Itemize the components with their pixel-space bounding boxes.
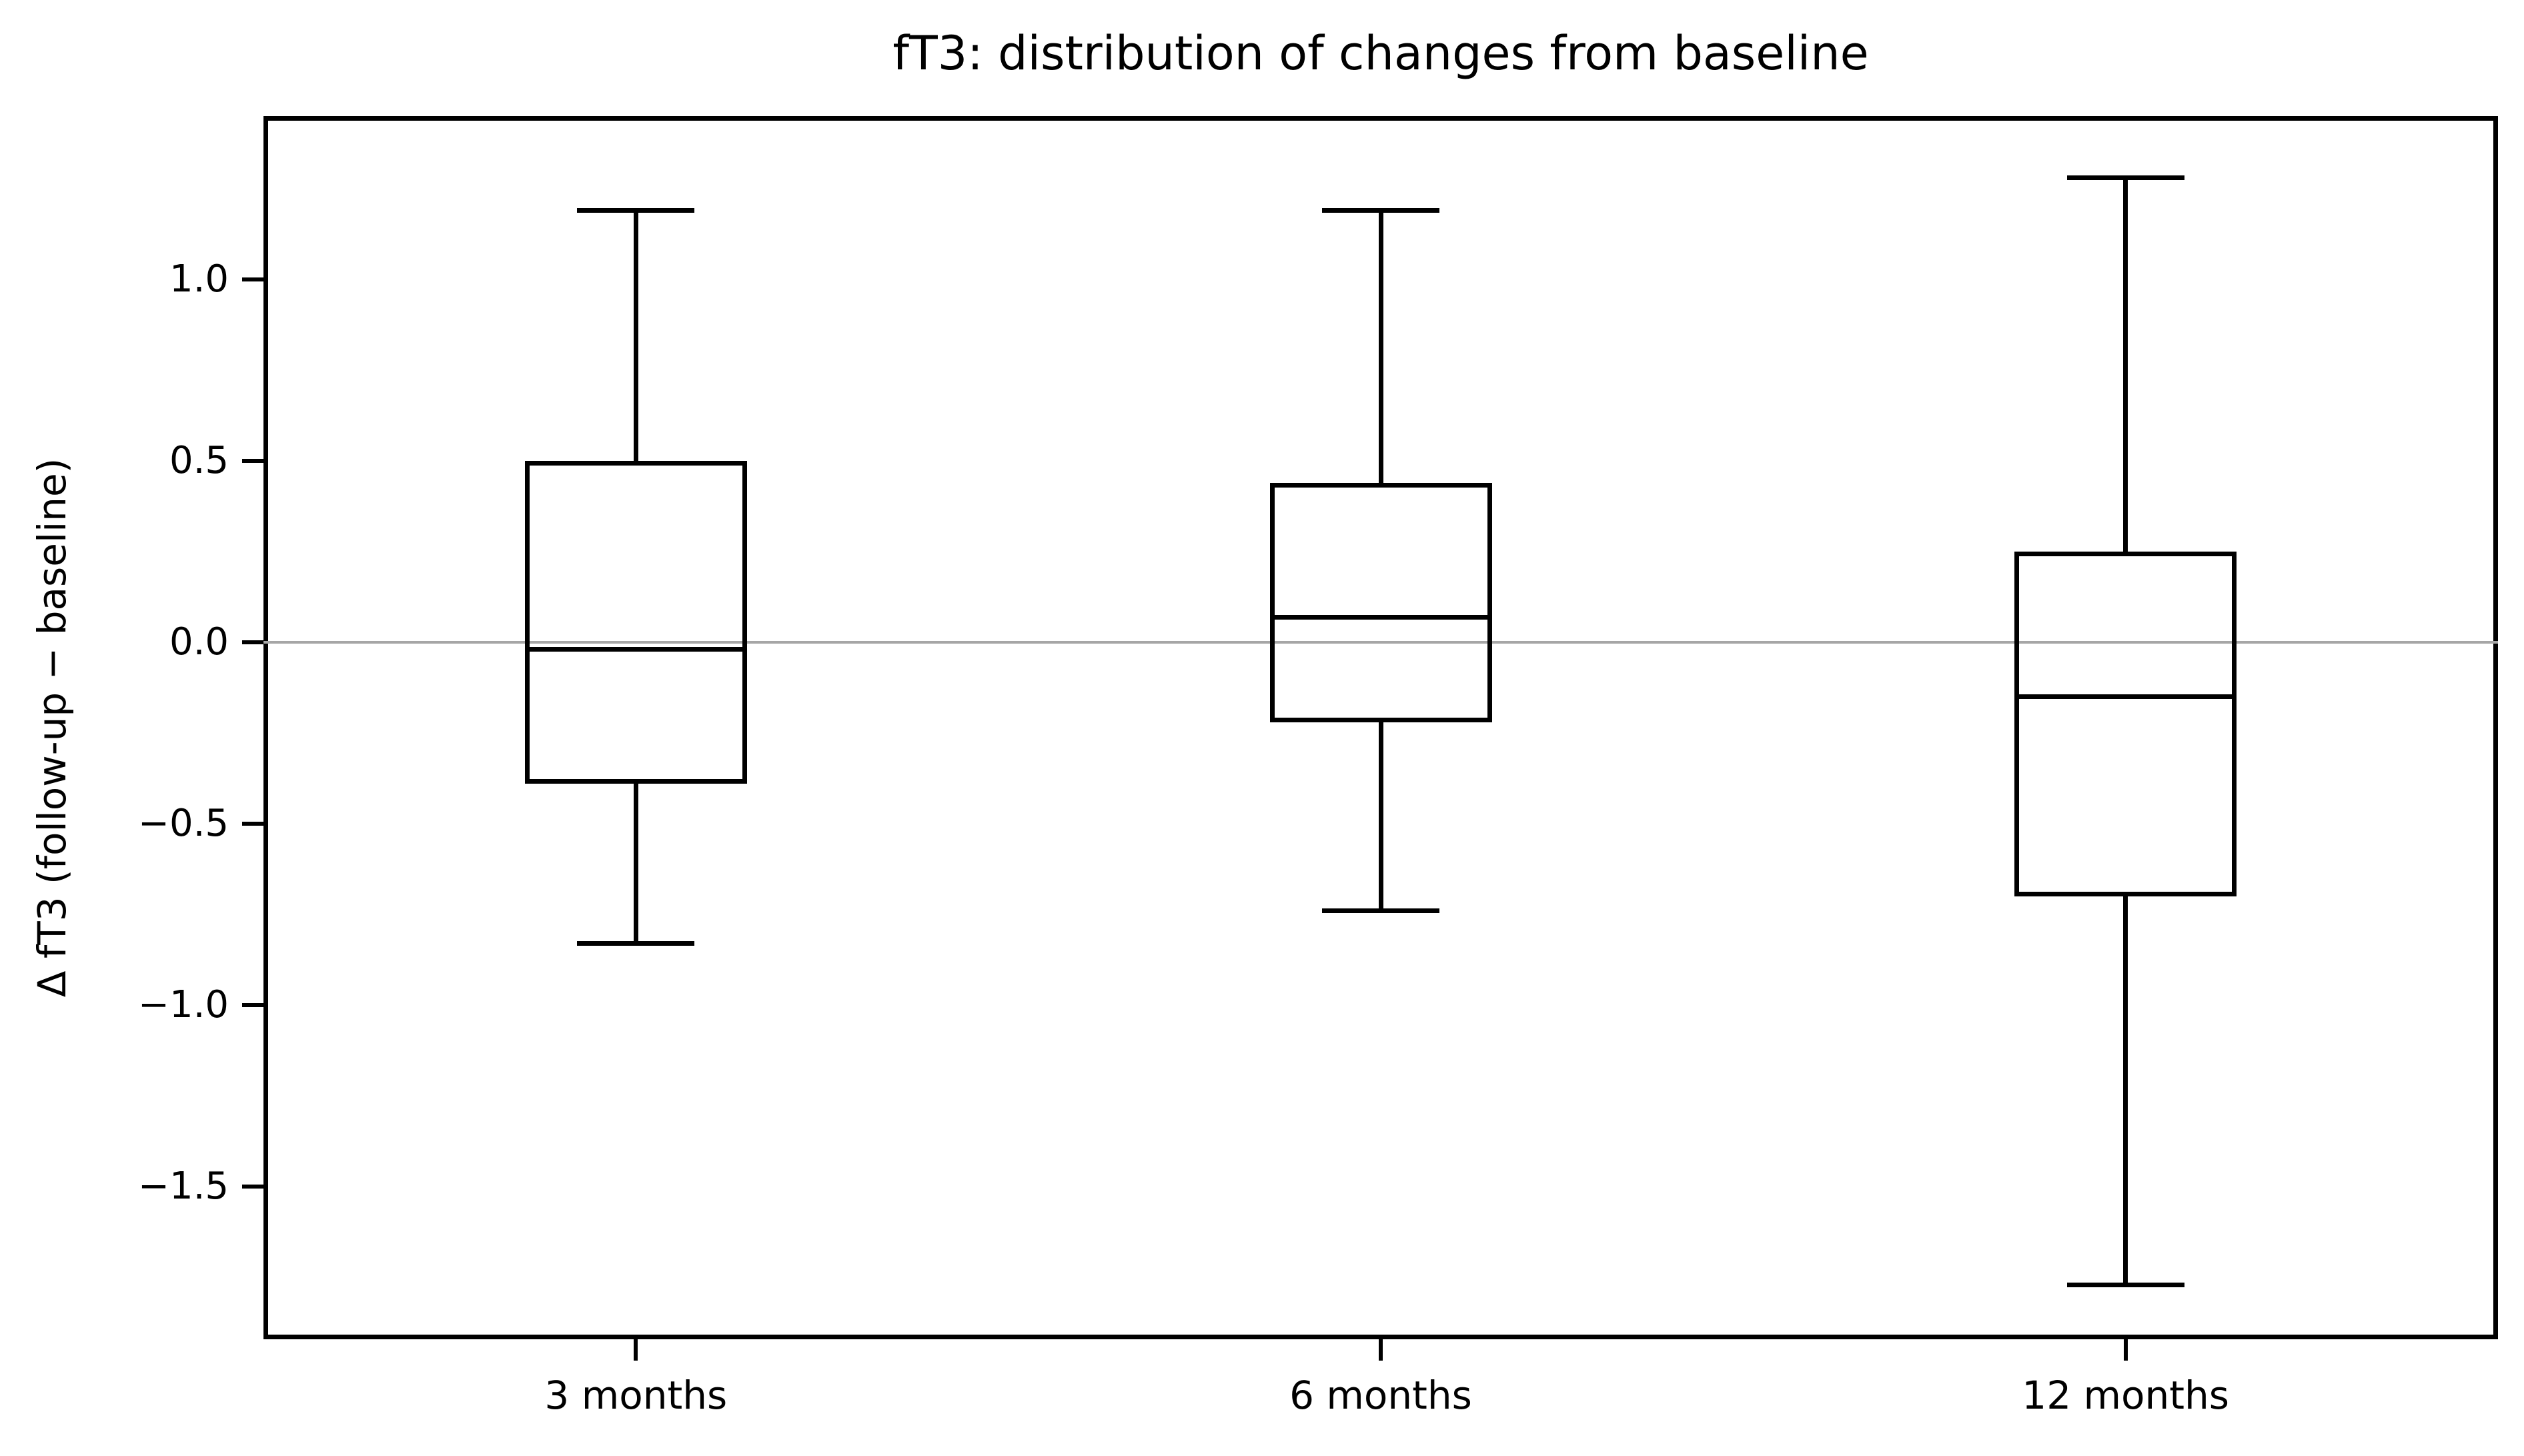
- x-tick-label-6-months: 6 months: [1289, 1373, 1472, 1418]
- y-tick-mark: [242, 277, 263, 281]
- y-tick-label: 1.0: [169, 257, 229, 301]
- upper-whisker-3-months: [633, 210, 638, 461]
- y-tick-label: −1.0: [138, 983, 229, 1027]
- zero-reference-line: [263, 641, 2498, 644]
- lower-cap-6-months: [1322, 908, 1439, 914]
- y-tick-mark: [242, 640, 263, 645]
- upper-cap-12-months: [2066, 175, 2184, 181]
- median-line-3-months: [524, 647, 747, 652]
- y-tick-mark: [242, 459, 263, 463]
- iqr-box-12-months: [2014, 552, 2237, 897]
- x-tick-mark: [634, 1339, 638, 1361]
- chart-title: fT3: distribution of changes from baseli…: [892, 26, 1869, 81]
- y-tick-label: −0.5: [138, 802, 229, 846]
- iqr-box-3-months: [524, 461, 747, 784]
- lower-whisker-12-months: [2123, 896, 2128, 1285]
- median-line-6-months: [1269, 614, 1492, 620]
- upper-whisker-12-months: [2123, 177, 2128, 552]
- x-tick-mark: [2123, 1339, 2128, 1361]
- iqr-box-6-months: [1269, 482, 1492, 722]
- y-tick-label: 0.0: [169, 620, 229, 664]
- y-tick-label: −1.5: [138, 1165, 229, 1209]
- x-tick-label-3-months: 3 months: [544, 1373, 728, 1418]
- y-tick-mark: [242, 822, 263, 826]
- lower-whisker-3-months: [633, 784, 638, 944]
- y-tick-mark: [242, 1185, 263, 1189]
- y-axis-label: Δ fT3 (follow-up − baseline): [29, 458, 75, 998]
- y-tick-mark: [242, 1003, 263, 1008]
- lower-whisker-6-months: [1378, 722, 1383, 911]
- upper-cap-3-months: [577, 207, 695, 213]
- y-tick-label: 0.5: [169, 439, 229, 482]
- x-tick-mark: [1379, 1339, 1383, 1361]
- x-tick-label-12-months: 12 months: [2022, 1373, 2229, 1418]
- upper-cap-6-months: [1322, 207, 1439, 213]
- median-line-12-months: [2014, 694, 2237, 700]
- upper-whisker-6-months: [1378, 210, 1383, 483]
- lower-cap-12-months: [2066, 1282, 2184, 1287]
- lower-cap-3-months: [577, 941, 695, 946]
